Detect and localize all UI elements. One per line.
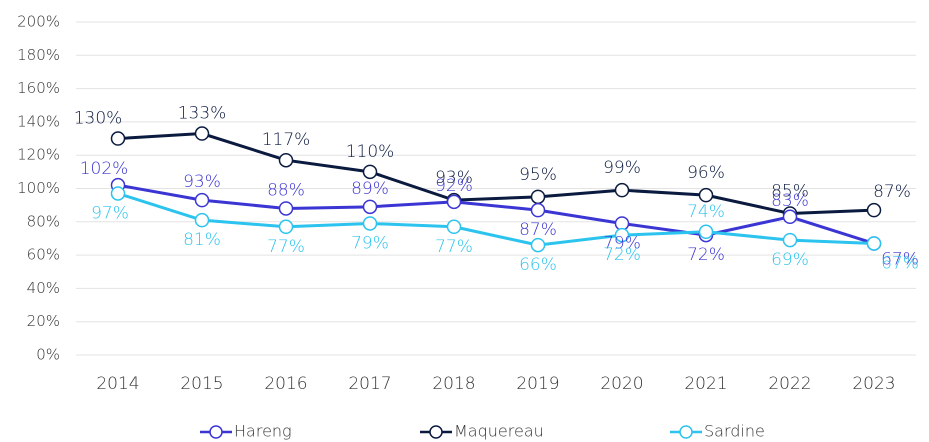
data-label: 74% <box>687 202 725 222</box>
x-tick-label: 2022 <box>768 374 811 394</box>
legend-label: Sardine <box>704 422 765 441</box>
point <box>278 152 294 168</box>
data-label: 97% <box>91 203 129 223</box>
y-tick-label: 180% <box>17 46 60 64</box>
data-label: 110% <box>346 142 395 162</box>
data-label: 79% <box>351 233 389 253</box>
point <box>194 192 210 208</box>
data-label: 85% <box>771 181 809 201</box>
y-tick-label: 60% <box>27 246 60 264</box>
legend-label: Maquereau <box>454 422 544 441</box>
y-tick-label: 0% <box>36 346 60 364</box>
point <box>782 232 798 248</box>
data-label: 77% <box>435 237 473 257</box>
y-tick-label: 40% <box>27 279 60 297</box>
data-label: 92% <box>435 176 473 196</box>
data-label: 67% <box>881 253 919 273</box>
point <box>782 209 798 225</box>
point <box>278 201 294 216</box>
data-label: 77% <box>267 237 305 257</box>
point <box>446 219 462 235</box>
point <box>362 199 378 215</box>
point <box>614 227 630 243</box>
x-tick-label: 2014 <box>96 374 139 394</box>
legend-marker <box>679 425 693 439</box>
data-label: 102% <box>80 159 129 179</box>
point <box>194 126 210 141</box>
data-label: 81% <box>183 230 221 250</box>
data-label: 67% <box>881 249 919 269</box>
point <box>446 194 462 210</box>
point <box>362 216 378 231</box>
data-label: 87% <box>873 182 911 202</box>
y-tick-label: 200% <box>17 13 60 31</box>
data-label: 87% <box>519 220 557 240</box>
data-label: 93% <box>435 168 473 188</box>
series-line <box>117 132 875 215</box>
y-tick-label: 140% <box>17 112 60 130</box>
x-tick-label: 2021 <box>684 374 727 394</box>
point <box>110 131 126 146</box>
data-label: 83% <box>771 191 809 211</box>
data-label: 93% <box>183 172 221 192</box>
point <box>614 182 630 198</box>
data-label: 130% <box>74 109 123 129</box>
x-tick-label: 2023 <box>852 374 895 394</box>
data-label: 66% <box>519 255 557 275</box>
data-label: 69% <box>771 250 809 270</box>
data-label: 79% <box>603 233 641 253</box>
data-label: 89% <box>351 179 389 199</box>
data-label: 72% <box>687 245 725 265</box>
point <box>110 186 126 201</box>
data-label: 96% <box>687 163 725 183</box>
data-label: 99% <box>603 158 641 178</box>
data-label: 72% <box>603 245 641 265</box>
y-tick-label: 100% <box>17 179 60 197</box>
x-tick-label: 2015 <box>180 374 223 394</box>
x-tick-label: 2018 <box>432 374 475 394</box>
legend-label: Hareng <box>234 422 292 441</box>
x-tick-label: 2016 <box>264 374 307 394</box>
y-tick-label: 160% <box>17 79 60 97</box>
y-tick-label: 120% <box>17 146 60 164</box>
data-label: 117% <box>262 130 311 150</box>
point <box>530 202 546 218</box>
x-tick-label: 2019 <box>516 374 559 394</box>
point <box>698 224 714 240</box>
data-label: 133% <box>178 104 227 124</box>
legend-marker <box>209 425 223 439</box>
x-tick-label: 2020 <box>600 374 643 394</box>
point <box>362 164 378 180</box>
point <box>278 219 294 235</box>
x-tick-label: 2017 <box>348 374 391 394</box>
series-line <box>117 192 875 247</box>
point <box>866 202 882 218</box>
point <box>530 237 546 253</box>
point <box>866 236 882 251</box>
point <box>194 212 210 228</box>
data-label: 95% <box>519 165 557 185</box>
y-tick-label: 20% <box>27 312 60 330</box>
legend-marker <box>429 425 443 439</box>
point <box>698 187 714 203</box>
data-label: 88% <box>267 180 305 200</box>
point <box>530 189 546 205</box>
series-line <box>117 183 875 245</box>
y-tick-label: 80% <box>27 212 60 230</box>
